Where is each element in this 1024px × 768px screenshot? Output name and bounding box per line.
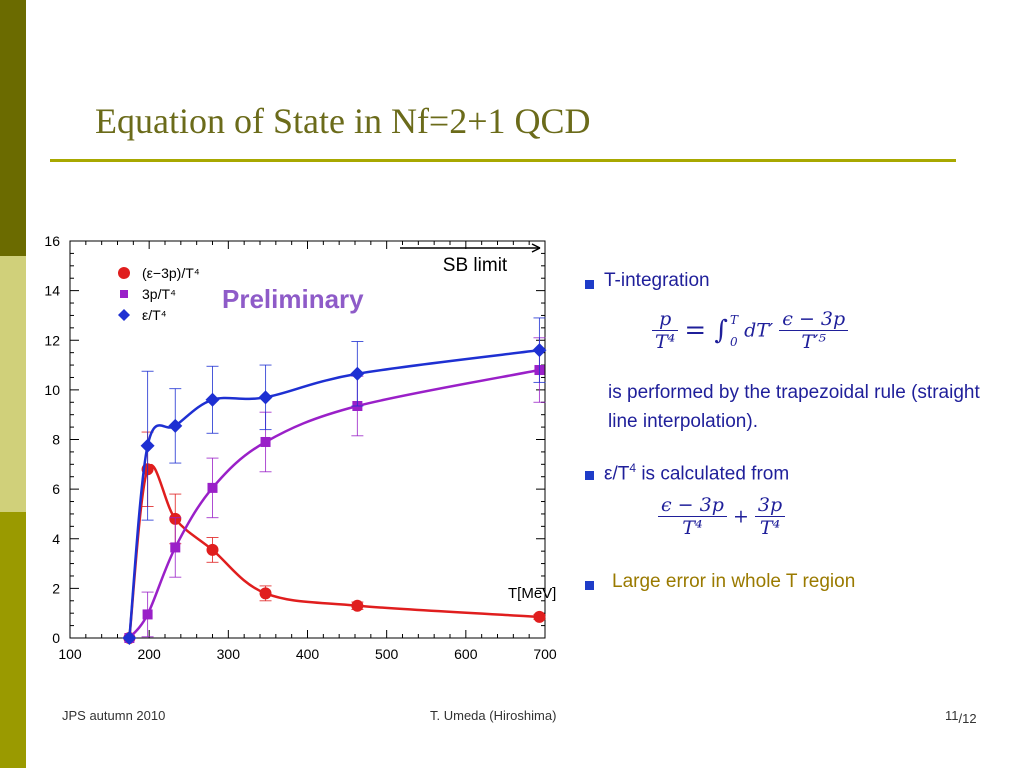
- eq2-a-num: ϵ − 3p: [658, 494, 727, 517]
- data-point: [258, 390, 273, 405]
- eq1-lhs-den: T⁴: [655, 331, 676, 353]
- eq1-dt: dT′: [744, 319, 774, 342]
- eq1-integral: = ∫: [684, 315, 728, 346]
- footer-page-total: /12: [958, 711, 977, 726]
- data-point: [206, 543, 219, 556]
- energy-density-equation: ϵ − 3p T⁴ + 3p T⁴: [658, 494, 786, 539]
- series-line: [128, 464, 540, 639]
- x-tick-label: 300: [217, 646, 241, 662]
- eq1-upper: T: [730, 312, 739, 327]
- bullet-t-integration: T-integration: [604, 270, 710, 291]
- eq1-lhs-num: p: [652, 308, 679, 331]
- eq1-rhs-num: ϵ − 3p: [779, 308, 849, 331]
- data-point: [351, 599, 364, 612]
- series-line: [128, 368, 540, 639]
- b2-pre: ε/T: [604, 463, 630, 485]
- legend-marker: [118, 309, 130, 321]
- y-tick-label: 0: [52, 630, 60, 646]
- legend-marker: [118, 267, 130, 279]
- eq1-rhs-den: T′⁵: [801, 331, 827, 353]
- x-axis-label: T[MeV]: [508, 585, 556, 602]
- integral-equation: p T⁴ = ∫ T 0 dT′ ϵ − 3p T′⁵: [652, 308, 849, 353]
- y-tick-label: 10: [44, 382, 60, 398]
- b2-post: is calculated from: [636, 463, 790, 485]
- data-point: [532, 343, 547, 358]
- y-tick-label: 14: [44, 283, 60, 299]
- sidebar-band-olive: [0, 512, 26, 768]
- y-tick-label: 4: [52, 531, 60, 547]
- data-point: [168, 418, 183, 433]
- legend-label: (ε−3p)/T⁴: [142, 265, 200, 281]
- y-tick-label: 2: [52, 580, 60, 596]
- eos-chart: 100 200 300 400 500 600 700 0 2 4 6 8 10 12 14 16 SB lim…: [44, 233, 556, 662]
- eq2-b-num: 3p: [754, 494, 786, 517]
- y-tick-label: 16: [44, 233, 60, 249]
- data-point: [207, 482, 218, 493]
- data-point: [142, 609, 153, 620]
- x-tick-label: 700: [533, 646, 557, 662]
- sb-limit-label: SB limit: [443, 255, 508, 276]
- data-point: [350, 366, 365, 381]
- bullet-marker: [585, 581, 594, 590]
- data-point: [260, 436, 271, 447]
- x-tick-label: 400: [296, 646, 320, 662]
- x-tick-label: 600: [454, 646, 478, 662]
- eq2-b-den: T⁴: [759, 517, 781, 539]
- eq2-a-den: T⁴: [682, 517, 703, 539]
- data-point: [205, 392, 220, 407]
- x-tick-label: 500: [375, 646, 399, 662]
- x-tick-label: 200: [137, 646, 161, 662]
- title-divider: [50, 159, 956, 162]
- slide-title: Equation of State in Nf=2+1 QCD: [95, 101, 591, 141]
- sidebar-band-light: [0, 256, 26, 512]
- bullet-marker: [585, 471, 594, 480]
- footer-page-number: 11/12: [945, 708, 977, 726]
- data-point: [533, 610, 546, 623]
- preliminary-watermark: Preliminary: [222, 284, 364, 314]
- legend-label: 3p/T⁴: [142, 286, 176, 302]
- bullet-large-error: Large error in whole T region: [612, 571, 856, 592]
- y-tick-label: 6: [52, 481, 60, 497]
- data-point: [122, 631, 137, 645]
- eq2-plus: +: [732, 505, 749, 528]
- eq1-lower: 0: [730, 334, 738, 349]
- data-point: [259, 587, 272, 600]
- sidebar-band-dark: [0, 0, 26, 256]
- footer-author: T. Umeda (Hiroshima): [430, 708, 557, 723]
- bullet-marker: [585, 280, 594, 289]
- footer-conference: JPS autumn 2010: [62, 708, 166, 723]
- t-integration-description: is performed by the trapezoidal rule (st…: [608, 382, 980, 432]
- series-line: [128, 348, 540, 639]
- data-point: [170, 542, 181, 553]
- legend-marker: [120, 290, 128, 298]
- sb-limit-arrowhead: [531, 243, 541, 253]
- bullet-energy-density: ε/T4 is calculated from: [604, 461, 789, 485]
- data-point: [140, 438, 155, 453]
- b2-sup: 4: [629, 461, 637, 475]
- y-tick-label: 8: [52, 432, 60, 448]
- plot-area: 100 200 300 400 500 600 700 0 2 4 6 8 10 12 14 16 SB lim…: [44, 233, 556, 662]
- legend-label: ε/T⁴: [142, 307, 167, 323]
- x-tick-label: 100: [58, 646, 82, 662]
- y-tick-label: 12: [44, 332, 60, 348]
- footer-page-current: 11: [945, 708, 959, 723]
